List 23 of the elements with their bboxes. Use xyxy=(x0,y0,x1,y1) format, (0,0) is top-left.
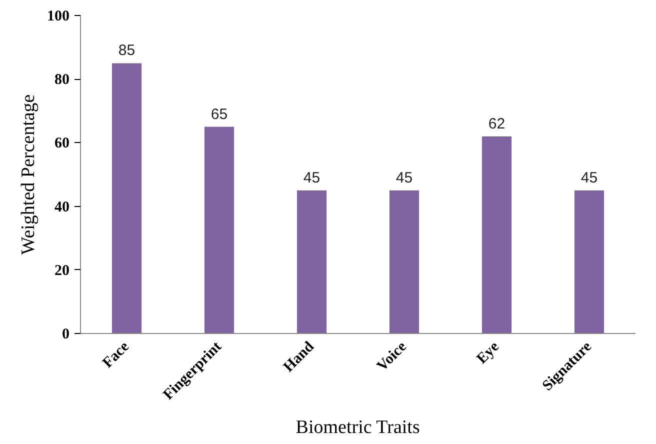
bar xyxy=(204,126,234,334)
x-axis-title: Biometric Traits xyxy=(296,416,420,438)
bar xyxy=(112,63,142,334)
x-tick-label: Voice xyxy=(374,338,410,375)
y-tick-label: 0 xyxy=(62,326,70,342)
bar xyxy=(389,190,420,334)
x-tick-label: Eye xyxy=(474,338,503,368)
data-label: 62 xyxy=(488,115,506,132)
data-label: 45 xyxy=(303,169,320,186)
data-label: 45 xyxy=(396,169,413,186)
y-tick-label: 20 xyxy=(54,262,70,279)
bar xyxy=(296,190,327,334)
data-label: 65 xyxy=(210,106,228,123)
bar xyxy=(574,190,604,334)
y-tick-label: 60 xyxy=(54,136,70,152)
y-tick-label: 80 xyxy=(54,72,70,88)
y-axis-title: Weighted Percentage xyxy=(18,94,39,255)
data-label: 85 xyxy=(118,42,136,60)
x-tick-label: Face xyxy=(100,338,133,372)
y-tick-label: 100 xyxy=(47,8,70,24)
data-label: 45 xyxy=(580,169,598,186)
bar xyxy=(482,136,512,334)
y-tick-label: 40 xyxy=(54,199,70,216)
